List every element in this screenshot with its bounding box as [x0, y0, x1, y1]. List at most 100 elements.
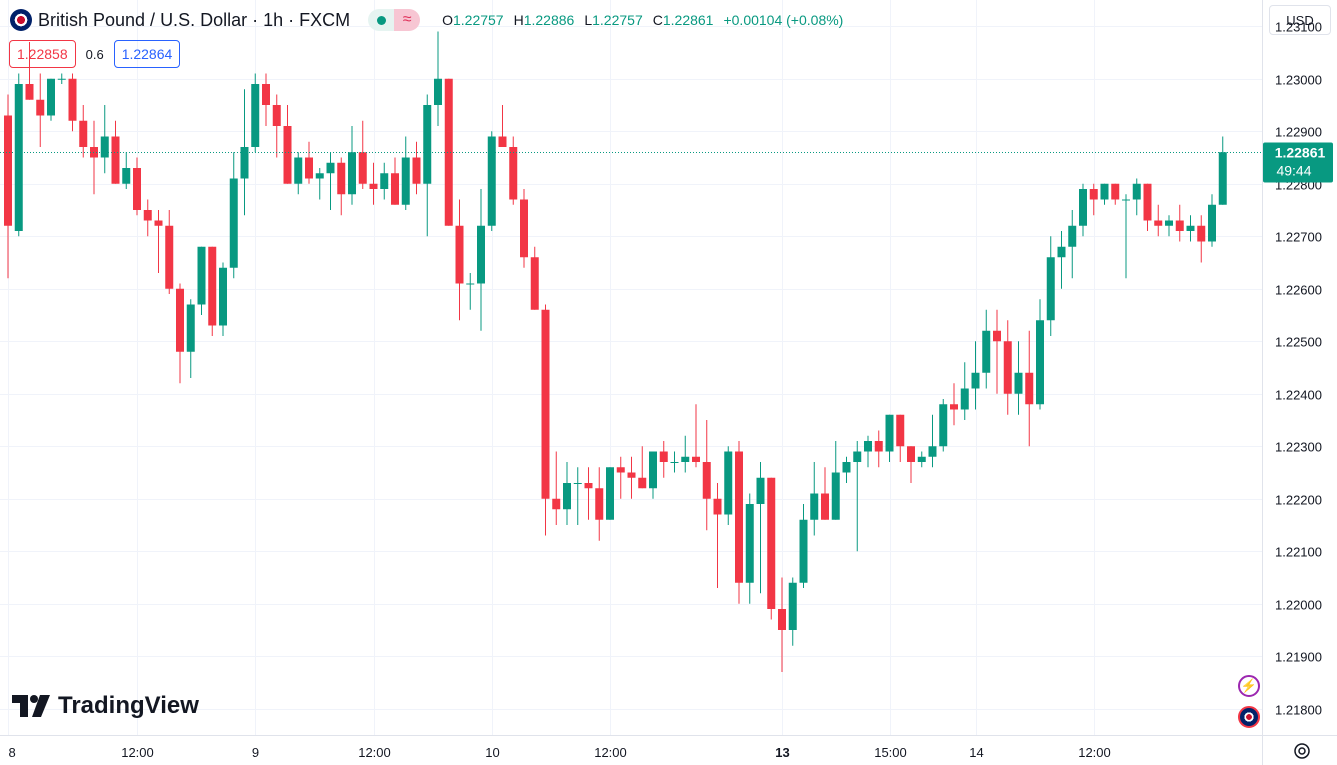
candle-body [1165, 220, 1173, 226]
price-tick-label: 1.22600 [1275, 283, 1322, 298]
candle-body [1175, 220, 1184, 231]
candle [1025, 330, 1034, 447]
candle [799, 504, 808, 588]
candle [788, 577, 797, 646]
candle-body [283, 126, 292, 184]
buy-price-button[interactable]: 1.22864 [113, 40, 181, 68]
candle [552, 451, 561, 525]
candle [627, 456, 636, 499]
candle-body [423, 105, 432, 184]
candle-body [670, 462, 679, 463]
candle [305, 141, 313, 184]
candle-body [57, 78, 66, 80]
price-tick-label: 1.22500 [1275, 335, 1322, 350]
candle [79, 105, 88, 158]
time-tick-label: 12:00 [594, 745, 627, 760]
tradingview-logo[interactable]: TradingView [12, 692, 199, 720]
candle-body [305, 157, 313, 179]
price-tick-label: 1.22700 [1275, 230, 1322, 245]
candle [133, 157, 141, 216]
candle-body [1186, 225, 1195, 231]
candle-body [251, 84, 260, 147]
candle [1143, 183, 1152, 231]
candle [692, 404, 700, 468]
candle-body [907, 446, 915, 462]
candle-body [982, 330, 991, 373]
candle-body [272, 105, 281, 126]
price-tick-label: 1.21800 [1275, 703, 1322, 718]
candle [1122, 194, 1130, 279]
candle [262, 73, 270, 126]
candle-body [842, 462, 851, 473]
candle-body [928, 446, 937, 457]
candle [197, 246, 206, 315]
sell-price-button[interactable]: 1.22858 [9, 40, 76, 68]
candle-body [133, 168, 141, 210]
candle [1165, 215, 1173, 237]
candle [810, 462, 819, 536]
candle-body [1025, 372, 1034, 405]
last-price-tag: 1.22861 49:44 [1263, 142, 1333, 183]
candle [960, 362, 969, 420]
candle [68, 73, 77, 132]
tradingview-logo-icon [12, 695, 50, 717]
candle-body [348, 152, 356, 195]
candle-body [100, 136, 109, 158]
candle-body [573, 483, 582, 484]
candle [939, 399, 948, 452]
market-open-dot-icon [368, 9, 395, 31]
price-tick-label: 1.23000 [1275, 73, 1322, 88]
candle [315, 168, 324, 200]
price-axis: 1.231001.230001.229001.228001.227001.226… [1275, 20, 1322, 718]
candle [369, 162, 378, 205]
candle-body [917, 456, 926, 462]
candle [487, 131, 496, 231]
candle [509, 136, 518, 205]
candle-body [939, 404, 948, 447]
candle-body [595, 488, 604, 520]
flash-icon[interactable]: ⚡ [1238, 675, 1260, 697]
candle [14, 73, 23, 237]
candle-body [369, 183, 378, 189]
candle [864, 435, 872, 468]
candle [584, 467, 593, 520]
candle-body [1218, 152, 1227, 205]
candle [649, 451, 657, 499]
candle [1100, 183, 1109, 205]
candle [853, 441, 862, 552]
candle-body [864, 441, 872, 452]
candle [1218, 136, 1227, 205]
candle-body [122, 168, 131, 184]
candle-body [337, 162, 346, 195]
candle-body [1079, 189, 1087, 226]
candle-body [971, 372, 980, 389]
candle-body [1208, 204, 1216, 242]
candle [724, 446, 733, 525]
candle [595, 467, 604, 541]
uk-flag-badge-icon[interactable] [1238, 706, 1260, 728]
candle-body [649, 451, 657, 489]
candle-body [1089, 189, 1098, 200]
settings-gear-icon[interactable] [1294, 743, 1310, 759]
candle-body [1036, 320, 1044, 405]
currency-button[interactable]: USD [1269, 5, 1331, 35]
candle-body [1003, 341, 1012, 394]
candle-body [563, 483, 571, 510]
candle-body [455, 225, 464, 284]
candle [928, 414, 937, 468]
candle [1111, 183, 1120, 205]
candle [412, 141, 421, 195]
candle-body [36, 99, 45, 116]
candle [1186, 215, 1195, 242]
candle-body [745, 504, 754, 583]
candle-body [1143, 183, 1152, 221]
candle-body [1057, 246, 1066, 258]
symbol-title[interactable]: British Pound / U.S. Dollar · 1h · FXCM [38, 9, 351, 30]
candle-body [1197, 225, 1206, 242]
candle-body [1154, 220, 1163, 226]
candle [842, 456, 851, 483]
candle-body [477, 225, 485, 284]
status-pill[interactable]: ≈ [368, 9, 421, 31]
candle-body [79, 120, 88, 147]
